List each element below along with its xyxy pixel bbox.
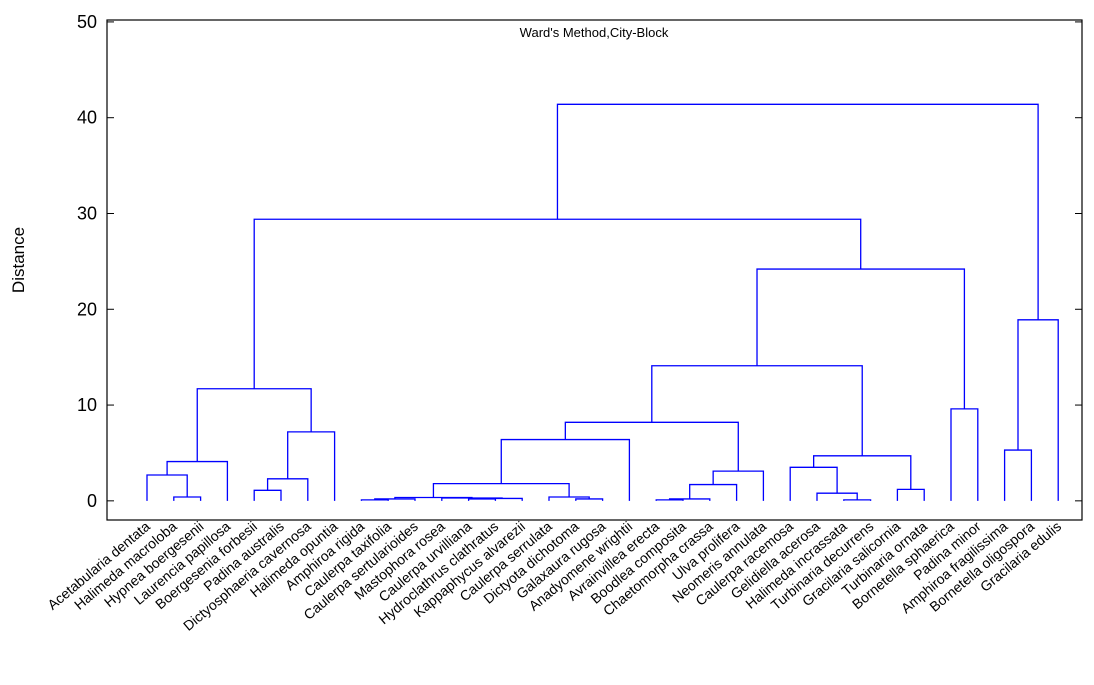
dendrogram-link [500, 438, 631, 501]
dendrogram-link [789, 466, 838, 501]
dendrogram-link [146, 474, 188, 501]
dendrogram-link [467, 498, 497, 501]
dendrogram-link [556, 103, 1039, 320]
chart-title: Ward's Method,City-Block [520, 25, 669, 40]
dendrogram-link [655, 499, 684, 501]
dendrogram-link [481, 497, 523, 501]
dendrogram-link [896, 488, 925, 501]
dendrogram-link [1017, 319, 1059, 501]
y-axis-label: Distance [9, 227, 28, 293]
y-tick-label: 10 [77, 395, 97, 415]
dendrogram-link [651, 365, 863, 456]
dendrogram-link [1003, 449, 1033, 501]
dendrogram-link [843, 499, 872, 501]
dendrogram-link [166, 460, 229, 501]
dendrogram-link [287, 431, 336, 501]
y-tick-label: 30 [77, 203, 97, 223]
y-tick-label: 40 [77, 108, 97, 128]
dendrogram-link [564, 421, 739, 472]
dendrogram-link [712, 470, 765, 501]
dendrogram-link [360, 499, 389, 501]
dendrogram-link [253, 218, 862, 389]
y-tick-label: 50 [77, 12, 97, 32]
dendrogram-link [950, 408, 979, 501]
dendrogram-link [575, 498, 604, 501]
plot-frame [106, 19, 1083, 521]
dendrogram-link [253, 489, 282, 501]
dendrogram-link [196, 388, 312, 462]
dendrogram-link [756, 268, 966, 409]
dendrogram-link [813, 455, 912, 490]
dendrogram-link [173, 496, 202, 501]
y-tick-label: 0 [87, 491, 97, 511]
dendrogram-link [548, 496, 590, 501]
y-tick-label: 20 [77, 299, 97, 319]
dendrogram-link [432, 482, 570, 498]
